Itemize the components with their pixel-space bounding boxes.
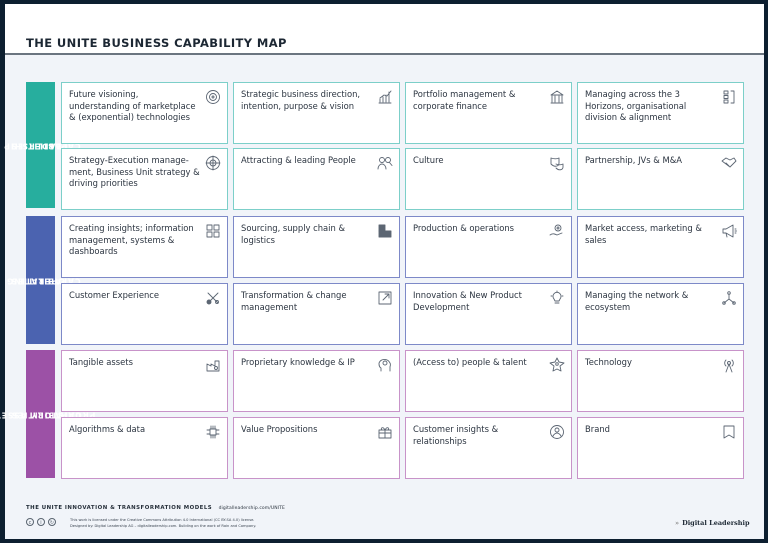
logo-chevron-icon: » bbox=[675, 519, 680, 527]
chip-icon bbox=[205, 424, 221, 440]
capability-map-page: THE UNITE BUSINESS CAPABILITY MAP LEADER… bbox=[0, 4, 764, 539]
megaphone-icon bbox=[721, 223, 737, 239]
people-search-icon bbox=[377, 155, 393, 171]
capability-card[interactable]: Proprietary knowledge & IP bbox=[233, 350, 400, 412]
capability-label: Managing the network & ecosystem bbox=[585, 290, 689, 312]
capability-card[interactable]: Sourcing, supply chain & logistics bbox=[233, 216, 400, 278]
capability-label: Attracting & leading People bbox=[241, 155, 356, 165]
bank-icon bbox=[549, 89, 565, 105]
capability-card[interactable]: Innovation & New Product Development bbox=[405, 283, 572, 345]
capability-card[interactable]: Portfolio management & corporate finance bbox=[405, 82, 572, 144]
digital-leadership-logo: » Digital Leadership bbox=[675, 519, 750, 527]
capability-card[interactable]: Value Propositions bbox=[233, 417, 400, 479]
cc-by-icon: i bbox=[37, 518, 45, 526]
capability-label: Algorithms & data bbox=[69, 424, 146, 434]
capability-card[interactable]: Creating insights; information managemen… bbox=[61, 216, 228, 278]
license-line: This work is licensed under the Creative… bbox=[70, 518, 255, 522]
factory-icon bbox=[205, 357, 221, 373]
capability-label: Customer Experience bbox=[69, 290, 160, 300]
logo-text: Digital Leadership bbox=[682, 519, 750, 527]
footer: THE UNITE INNOVATION & TRANSFORMATION MO… bbox=[26, 505, 285, 528]
capability-label: Technology bbox=[585, 357, 632, 367]
capability-label: Value Propositions bbox=[241, 424, 318, 434]
customer-circle-icon bbox=[549, 424, 565, 440]
capability-card[interactable]: Brand bbox=[577, 417, 744, 479]
capability-label: Transformation & change management bbox=[241, 290, 347, 312]
license-text: This work is licensed under the Creative… bbox=[70, 518, 256, 529]
bookmark-icon bbox=[721, 424, 737, 440]
capability-label: Customer insights & relationships bbox=[413, 424, 499, 446]
capability-card[interactable]: Strategic business direction, intention,… bbox=[233, 82, 400, 144]
head-gear-icon bbox=[377, 357, 393, 373]
footer-brand: THE UNITE bbox=[26, 505, 63, 511]
capability-label: Market access, marketing & sales bbox=[585, 223, 702, 245]
theater-masks-icon bbox=[549, 155, 565, 171]
capability-card[interactable]: Production & operations bbox=[405, 216, 572, 278]
capability-card[interactable]: Technology bbox=[577, 350, 744, 412]
dashboard-icon bbox=[205, 223, 221, 239]
capability-card[interactable]: (Access to) people & talent bbox=[405, 350, 572, 412]
capability-card[interactable]: Tangible assets bbox=[61, 350, 228, 412]
section-label-proprietary: PROPIETORY ASSETS &CAPABILITIES bbox=[0, 350, 95, 478]
journey-icon bbox=[205, 290, 221, 306]
section-label-leadership: LEADERSHIP CAPABILITIES bbox=[4, 82, 80, 208]
capability-card[interactable]: Managing the network & ecosystem bbox=[577, 283, 744, 345]
capability-label: Managing across the 3 Horizons, organisa… bbox=[585, 89, 687, 122]
capability-card[interactable]: Managing across the 3 Horizons, organisa… bbox=[577, 82, 744, 144]
cc-sa-icon: ↻ bbox=[48, 518, 56, 526]
horizons-icon bbox=[721, 89, 737, 105]
radar-icon bbox=[205, 89, 221, 105]
antenna-icon bbox=[721, 357, 737, 373]
capability-card[interactable]: Future visioning, understanding of marke… bbox=[61, 82, 228, 144]
capability-label: (Access to) people & talent bbox=[413, 357, 527, 367]
capability-label: Sourcing, supply chain & logistics bbox=[241, 223, 346, 245]
capability-label: Culture bbox=[413, 155, 444, 165]
cc-license-icons: c i ↻ bbox=[26, 518, 56, 526]
capability-label: Strategy-Execution manage-ment, Business… bbox=[69, 155, 200, 188]
capability-card[interactable]: Market access, marketing & sales bbox=[577, 216, 744, 278]
lightbulb-icon bbox=[549, 290, 565, 306]
capability-card[interactable]: Partnership, JVs & M&A bbox=[577, 148, 744, 210]
capability-card[interactable]: Customer Experience bbox=[61, 283, 228, 345]
capability-card[interactable]: Customer insights & relationships bbox=[405, 417, 572, 479]
boxes-icon bbox=[377, 223, 393, 239]
capability-card[interactable]: Culture bbox=[405, 148, 572, 210]
target-icon bbox=[205, 155, 221, 171]
section-label-operating: OPERATING CAPABILITIES bbox=[6, 216, 80, 344]
capability-card[interactable]: Transformation & change management bbox=[233, 283, 400, 345]
growth-chart-icon bbox=[377, 89, 393, 105]
capability-label: Strategic business direction, intention,… bbox=[241, 89, 361, 111]
footer-heading: THE UNITE INNOVATION & TRANSFORMATION MO… bbox=[26, 505, 285, 511]
gift-icon bbox=[377, 424, 393, 440]
capability-label: Innovation & New Product Development bbox=[413, 290, 522, 312]
capability-label: Brand bbox=[585, 424, 610, 434]
capability-label: Tangible assets bbox=[69, 357, 133, 367]
header: THE UNITE BUSINESS CAPABILITY MAP bbox=[5, 4, 764, 55]
capability-label: Production & operations bbox=[413, 223, 514, 233]
capability-label: Partnership, JVs & M&A bbox=[585, 155, 682, 165]
gear-hand-icon bbox=[549, 223, 565, 239]
expand-arrow-icon bbox=[377, 290, 393, 306]
capability-label: Creating insights; information managemen… bbox=[69, 223, 194, 256]
footer-series: INNOVATION & TRANSFORMATION MODELS bbox=[64, 505, 213, 511]
footer-url[interactable]: digitalleadership.com/UNITE bbox=[218, 506, 285, 511]
network-icon bbox=[721, 290, 737, 306]
capability-label: Future visioning, understanding of marke… bbox=[69, 89, 196, 122]
page-title: THE UNITE BUSINESS CAPABILITY MAP bbox=[26, 36, 287, 50]
capability-card[interactable]: Attracting & leading People bbox=[233, 148, 400, 210]
handshake-icon bbox=[721, 155, 737, 171]
capability-label: Proprietary knowledge & IP bbox=[241, 357, 355, 367]
capability-card[interactable]: Algorithms & data bbox=[61, 417, 228, 479]
star-person-icon bbox=[549, 357, 565, 373]
cc-icon: c bbox=[26, 518, 34, 526]
capability-label: Portfolio management & corporate finance bbox=[413, 89, 516, 111]
capability-card[interactable]: Strategy-Execution manage-ment, Business… bbox=[61, 148, 228, 210]
credit-line: Designed by: Digital Leadership AG – dig… bbox=[70, 523, 257, 528]
